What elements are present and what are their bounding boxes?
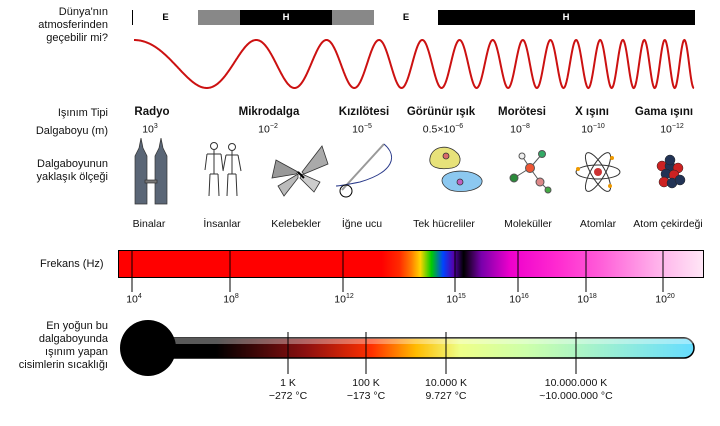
scale-label-humans: İnsanlar — [203, 218, 241, 230]
scale-icons — [134, 138, 686, 205]
scale-label-atoms: Atomlar — [579, 218, 617, 230]
thermometer — [120, 320, 695, 376]
radiation-type-label: Işınım Tipi — [57, 107, 108, 119]
frequency-tick: 1016 — [509, 293, 529, 306]
temperature-label: En yoğun bu dalgaboyunda ışınım yapan ci… — [18, 320, 108, 371]
frequency-spectrum-bar — [118, 250, 704, 278]
wavelength-xray: 10−10 — [581, 123, 605, 136]
type-xray: X ışını — [575, 106, 609, 118]
temperature-tick: 10.000 K 9.727 °C — [424, 377, 468, 402]
temperature-tick: 1 K −272 °C — [268, 377, 308, 402]
buildings-icon — [134, 138, 168, 205]
butterfly-icon — [271, 145, 329, 197]
type-infrared: Kızılötesi — [338, 106, 390, 118]
wavelength-radio: 103 — [142, 123, 158, 136]
frequency-label: Frekans (Hz) — [40, 258, 104, 270]
frequency-tick: 1012 — [334, 293, 354, 306]
scale-label-buildings: Binalar — [132, 218, 166, 230]
type-radio: Radyo — [134, 106, 170, 118]
scale-label: Dalgaboyunun yaklaşık ölçeği — [36, 158, 108, 183]
atmosphere-segment — [332, 10, 374, 25]
protozoa-icon — [429, 146, 483, 192]
wavelength-visible: 0.5×10−6 — [422, 123, 464, 136]
nucleus-icon — [656, 154, 686, 189]
wavelength-label: Dalgaboyu (m) — [35, 125, 108, 137]
atmosphere-segment: E — [374, 10, 438, 25]
scale-label-needle: İğne ucu — [341, 218, 383, 230]
atmosphere-label: Dünya'nın atmosferinden geçebilir mi? — [38, 6, 108, 44]
atmosphere-segment: H — [438, 10, 694, 25]
scale-label-nucleus: Atom çekirdeği — [633, 218, 703, 230]
wavelength-ultraviolet: 10−8 — [510, 123, 530, 136]
frequency-tick: 108 — [223, 293, 239, 306]
atom-icon — [575, 152, 621, 192]
type-gamma: Gama ışını — [634, 106, 694, 118]
frequency-tick: 1018 — [577, 293, 597, 306]
thermometer-bulb — [120, 320, 176, 376]
type-microwave: Mikrodalga — [238, 106, 300, 118]
frequency-tick: 1020 — [655, 293, 675, 306]
frequency-tick: 104 — [126, 293, 142, 306]
atmosphere-segment: H — [240, 10, 332, 25]
atmosphere-segment: E — [133, 10, 198, 25]
scale-label-protozoa: Tek hücreliler — [413, 218, 475, 230]
temperature-tick: 100 K −173 °C — [346, 377, 386, 402]
needle-icon — [335, 143, 393, 198]
frequency-ticks — [131, 250, 664, 292]
wavelength-gamma: 10−12 — [660, 123, 684, 136]
atmosphere-segment — [198, 10, 240, 25]
wave-graphic — [134, 38, 695, 90]
wave-line — [134, 38, 695, 90]
humans-icon — [204, 142, 242, 197]
wavelength-microwave: 10−2 — [258, 123, 278, 136]
type-visible: Görünür ışık — [406, 106, 476, 118]
frequency-tick: 1015 — [446, 293, 466, 306]
scale-label-molecules: Moleküller — [504, 218, 552, 230]
temperature-tick: 10.000.000 K ~10.000.000 °C — [539, 377, 613, 402]
scale-label-butterflies: Kelebekler — [271, 218, 321, 230]
molecule-icon — [509, 150, 552, 194]
wavelength-infrared: 10−5 — [352, 123, 372, 136]
type-ultraviolet: Morötesi — [498, 106, 546, 118]
